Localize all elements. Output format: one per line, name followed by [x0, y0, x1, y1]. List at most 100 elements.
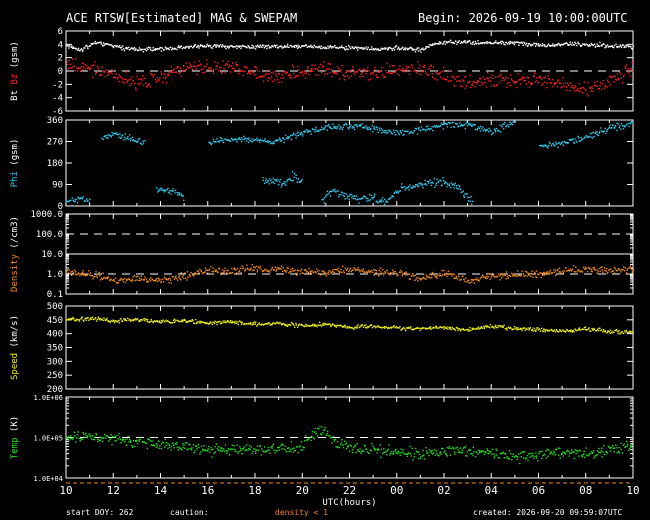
data-point	[85, 434, 87, 437]
data-point	[289, 76, 291, 79]
data-point	[400, 329, 402, 331]
data-point	[367, 198, 369, 200]
data-point	[497, 42, 499, 45]
data-point	[429, 277, 432, 279]
data-point	[372, 48, 374, 50]
data-point	[100, 74, 103, 76]
data-point	[256, 325, 258, 327]
data-point	[305, 72, 308, 74]
data-point	[248, 323, 251, 325]
data-point	[207, 45, 210, 48]
data-point	[321, 128, 323, 131]
data-point	[80, 48, 83, 50]
data-point	[242, 70, 245, 72]
data-point	[463, 80, 465, 82]
data-point	[445, 182, 448, 184]
x-tick-label: 12	[107, 484, 120, 497]
data-point	[178, 320, 181, 323]
x-tick-label: 08	[579, 484, 592, 497]
data-point	[228, 46, 231, 48]
data-point	[317, 74, 319, 76]
data-point	[271, 45, 273, 47]
data-point	[494, 131, 497, 133]
data-point	[175, 443, 177, 445]
data-point	[308, 130, 311, 132]
data-point	[86, 65, 88, 67]
data-point	[83, 274, 85, 276]
data-point	[325, 47, 327, 49]
data-point	[211, 47, 214, 49]
data-point	[210, 322, 212, 324]
data-point	[501, 277, 503, 279]
data-point	[484, 276, 486, 279]
data-point	[356, 47, 358, 49]
data-point	[443, 328, 445, 330]
data-point	[300, 133, 302, 136]
data-point	[426, 276, 428, 278]
data-point	[285, 181, 288, 183]
data-point	[271, 323, 273, 326]
data-point	[407, 66, 409, 69]
data-point	[315, 73, 317, 76]
data-point	[624, 125, 627, 127]
data-point	[168, 192, 170, 194]
data-point	[138, 439, 140, 441]
data-point	[192, 47, 194, 49]
data-point	[148, 321, 150, 324]
data-point	[312, 436, 314, 438]
data-point	[352, 446, 355, 449]
data-point	[290, 74, 292, 76]
data-point	[298, 323, 301, 325]
data-point	[172, 69, 174, 71]
data-point	[83, 273, 86, 275]
data-point	[406, 187, 408, 189]
data-point	[86, 46, 89, 48]
data-point	[530, 82, 532, 84]
data-point	[344, 267, 346, 269]
data-point	[203, 272, 205, 274]
data-point	[371, 443, 373, 445]
data-point	[605, 267, 608, 270]
data-point	[587, 328, 590, 330]
data-point	[314, 130, 316, 133]
data-point	[183, 65, 185, 67]
data-point	[549, 271, 551, 273]
data-point	[130, 83, 133, 85]
data-point	[423, 183, 425, 185]
data-point	[509, 326, 512, 329]
data-point	[611, 331, 613, 333]
data-point	[415, 327, 417, 330]
data-point	[227, 269, 229, 271]
data-point	[397, 46, 400, 48]
data-point	[84, 200, 87, 203]
data-point	[491, 74, 493, 77]
data-point	[497, 456, 499, 459]
data-point	[343, 124, 345, 126]
data-point	[272, 141, 275, 143]
data-point	[587, 82, 589, 84]
data-point	[546, 271, 548, 273]
data-point	[109, 44, 112, 46]
data-point	[185, 68, 188, 70]
data-point	[308, 46, 310, 48]
data-point	[116, 434, 118, 437]
data-point	[235, 451, 237, 453]
data-point	[446, 42, 448, 44]
data-point	[561, 44, 563, 46]
data-point	[337, 446, 339, 448]
data-point	[169, 46, 172, 49]
data-point	[450, 328, 452, 331]
data-point	[228, 66, 230, 68]
data-point	[592, 329, 594, 331]
data-point	[228, 321, 230, 323]
data-point	[618, 46, 620, 48]
data-point	[377, 273, 379, 275]
data-point	[482, 451, 485, 453]
data-point	[330, 69, 332, 71]
data-point	[459, 330, 462, 332]
data-point	[394, 450, 396, 452]
data-point	[284, 45, 286, 47]
data-point	[474, 124, 476, 126]
data-point	[359, 198, 362, 200]
data-point	[615, 43, 617, 45]
